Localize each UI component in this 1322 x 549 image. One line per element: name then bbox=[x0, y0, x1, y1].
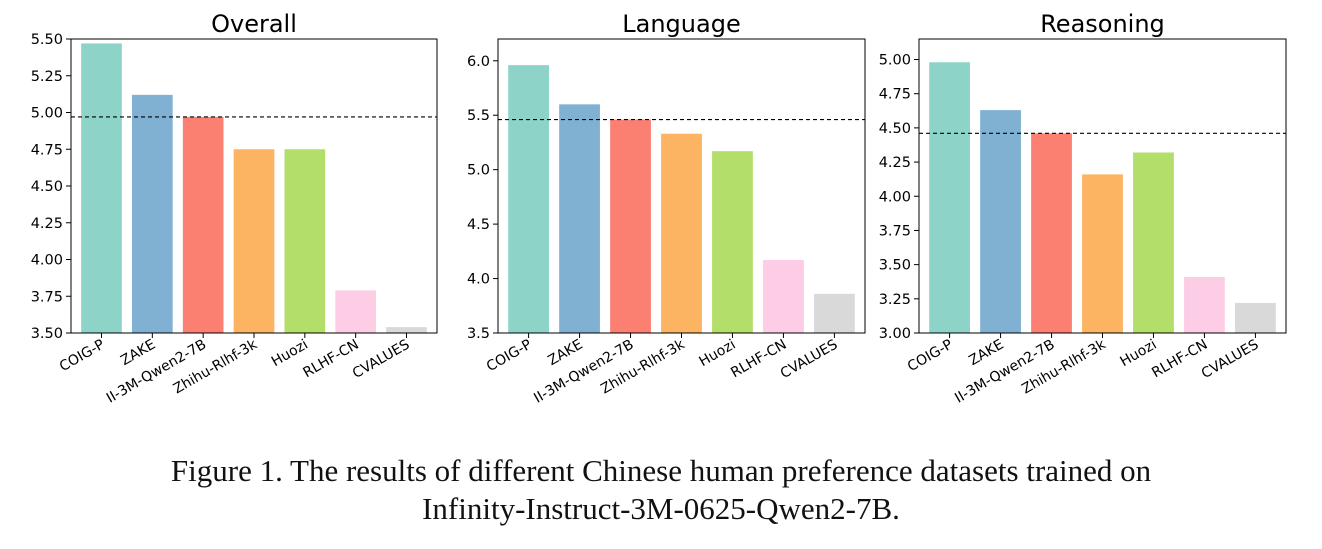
bar bbox=[763, 260, 804, 333]
bar bbox=[712, 151, 753, 333]
bar bbox=[335, 290, 376, 333]
y-tick-label: 4.25 bbox=[879, 155, 911, 171]
bar bbox=[559, 104, 600, 333]
x-tick-label: CVALUES bbox=[778, 337, 841, 382]
x-tick-label: CVALUES bbox=[350, 337, 413, 382]
bar bbox=[1133, 152, 1174, 333]
y-tick-label: 4.75 bbox=[31, 142, 63, 158]
chart-title: Language bbox=[622, 10, 740, 38]
caption-line-1: Figure 1. The results of different Chine… bbox=[170, 453, 1152, 488]
x-tick-label: CVALUES bbox=[1199, 337, 1262, 382]
y-tick-label: 4.0 bbox=[467, 272, 490, 288]
bar bbox=[814, 293, 855, 333]
y-tick-label: 4.5 bbox=[467, 217, 490, 233]
y-tick-label: 4.50 bbox=[879, 121, 911, 137]
chart-overall: Overall 3.50 3.75 4.00 4.25 4.50 4.75 5.00 5.25 5… bbox=[31, 10, 438, 407]
bar bbox=[610, 119, 651, 333]
y-tick-label: 3.25 bbox=[879, 292, 911, 308]
y-tick-label: 5.0 bbox=[467, 163, 490, 179]
bar bbox=[284, 149, 326, 333]
caption-line-2: Infinity-Instruct-3M-0625-Qwen2-7B. bbox=[422, 491, 900, 526]
x-tick-label: COIG-P bbox=[484, 337, 535, 375]
bar bbox=[182, 116, 224, 333]
chart-title: Reasoning bbox=[1040, 10, 1165, 38]
bar bbox=[980, 110, 1021, 333]
bar bbox=[1235, 302, 1276, 333]
figure-caption: Figure 1. The results of different Chine… bbox=[0, 452, 1322, 528]
bar bbox=[1031, 133, 1072, 333]
y-tick-label: 5.00 bbox=[31, 106, 63, 122]
y-tick-label: 5.00 bbox=[879, 53, 911, 69]
bar bbox=[929, 62, 970, 333]
y-tick-label: 4.25 bbox=[31, 216, 63, 232]
bar bbox=[233, 149, 275, 333]
y-tick-label: 3.50 bbox=[31, 326, 63, 342]
y-tick-label: 5.5 bbox=[467, 108, 490, 124]
y-tick-label: 5.25 bbox=[31, 69, 63, 85]
y-tick-label: 4.75 bbox=[879, 87, 911, 103]
y-tick-label: 3.5 bbox=[467, 326, 490, 342]
chart-reasoning: Reasoning 3.00 3.25 3.50 3.75 4.00 4.25 4.50 4.7… bbox=[879, 10, 1287, 407]
bar bbox=[386, 327, 427, 333]
y-tick-label: 4.50 bbox=[31, 179, 63, 195]
x-tick-label: COIG-P bbox=[57, 337, 108, 375]
bar bbox=[1184, 276, 1225, 333]
y-tick-label: 6.0 bbox=[467, 54, 490, 70]
bar bbox=[661, 133, 702, 333]
bar bbox=[81, 43, 122, 333]
y-tick-label: 4.00 bbox=[31, 253, 63, 269]
figure-charts: Overall 3.50 3.75 4.00 4.25 4.50 4.75 5.00 5.25 5… bbox=[31, 10, 1287, 407]
y-tick-label: 4.00 bbox=[879, 189, 911, 205]
y-tick-label: 3.00 bbox=[879, 326, 911, 342]
chart-title: Overall bbox=[211, 10, 297, 38]
bar bbox=[132, 94, 173, 333]
x-tick-label: COIG-P bbox=[905, 337, 956, 375]
y-tick-label: 5.50 bbox=[31, 32, 63, 48]
y-tick-label: 3.50 bbox=[879, 258, 911, 274]
y-tick-label: 3.75 bbox=[879, 223, 911, 239]
bar bbox=[1082, 174, 1123, 333]
y-tick-label: 3.75 bbox=[31, 289, 63, 305]
bar bbox=[508, 65, 549, 333]
